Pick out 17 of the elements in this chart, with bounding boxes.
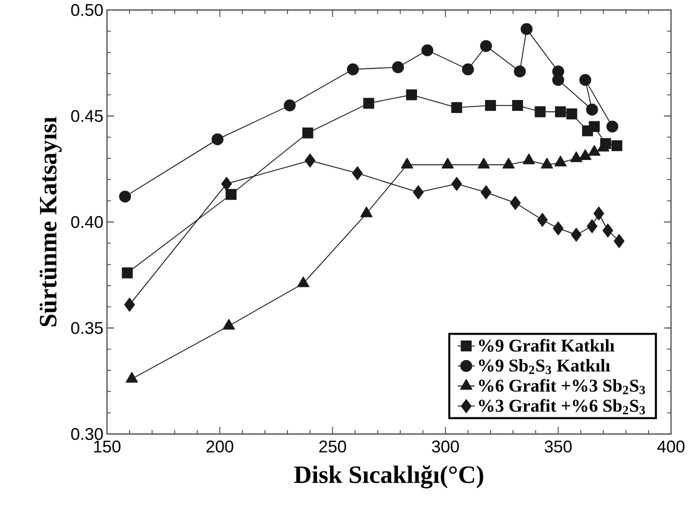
- x-tick-label: 200: [206, 440, 234, 453]
- x-tick-label: 300: [432, 440, 459, 453]
- legend-label: %3 Grafit +%6 Sb$_{2}$S$_{3}$: [479, 399, 645, 414]
- legend-label: %9 Sb$_{2}$S$_{3}$ Katkılı: [479, 359, 610, 374]
- x-tick-label: 250: [319, 440, 346, 453]
- y-tick-label: 0.45: [71, 110, 103, 122]
- y-tick-label: 0.40: [71, 216, 103, 228]
- x-axis-title: Disk Sıcaklığı(°C): [294, 465, 484, 488]
- x-tick-label: 350: [544, 440, 572, 453]
- y-tick-label: 0.30: [71, 428, 103, 440]
- x-tick-label: 400: [657, 440, 684, 453]
- y-tick-label: 0.35: [71, 322, 103, 334]
- legend-label: %6 Grafit +%3 Sb$_{2}$S$_{3}$: [479, 378, 645, 394]
- legend-label: %9 Grafit Katkılı: [479, 338, 614, 352]
- y-tick-label: 0.50: [71, 4, 103, 16]
- y-axis-title: Sürtünme Katsayısı: [40, 116, 62, 326]
- x-tick-label: 150: [94, 440, 120, 453]
